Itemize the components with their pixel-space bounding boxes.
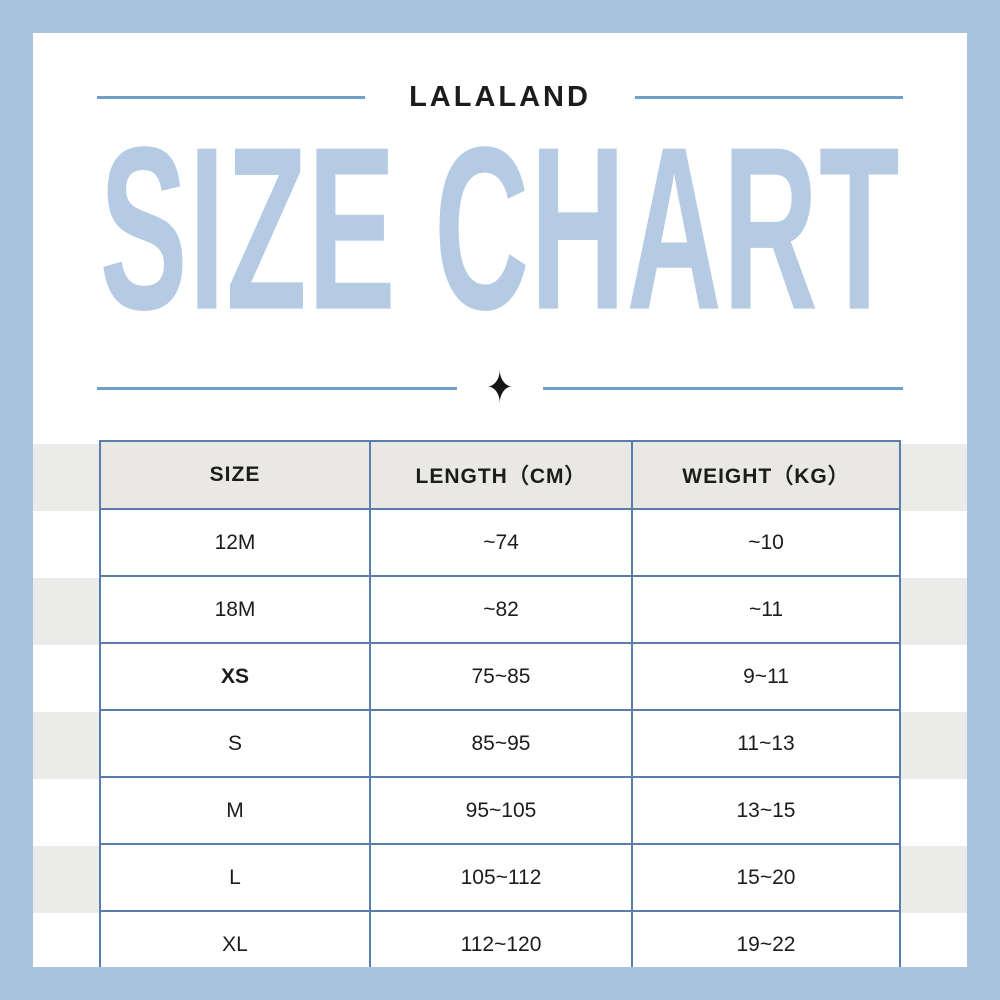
- content-area: LALALAND SIZE CHART ✦ SIZE: [33, 33, 967, 967]
- column-header-size: SIZE: [99, 440, 371, 510]
- cell-size: 12M: [99, 508, 371, 577]
- cell-weight: 19~22: [631, 910, 901, 967]
- table-row: M 95~105 13~15: [99, 776, 901, 845]
- header-row: SIZE LENGTH（CM） WEIGHT（KG）: [99, 440, 901, 510]
- cell-weight: 11~13: [631, 709, 901, 778]
- cell-weight: 15~20: [631, 843, 901, 912]
- cell-size: S: [99, 709, 371, 778]
- cell-length: ~74: [369, 508, 633, 577]
- cell-size: M: [99, 776, 371, 845]
- size-table-body: 12M ~74 ~10 18M ~82 ~11 XS 75~85 9~11 S 85~95 11~13…: [99, 508, 901, 967]
- table-row: 18M ~82 ~11: [99, 575, 901, 644]
- cell-length: 85~95: [369, 709, 633, 778]
- table-row: L 105~112 15~20: [99, 843, 901, 912]
- page-title: SIZE CHART: [99, 97, 901, 359]
- cell-weight: ~10: [631, 508, 901, 577]
- size-chart-table: SIZE LENGTH（CM） WEIGHT（KG） 12M ~74 ~10 18M ~…: [99, 440, 901, 967]
- column-header-length: LENGTH（CM）: [369, 440, 633, 510]
- brand-name: LALALAND: [409, 81, 591, 113]
- table-row: XL 112~120 19~22: [99, 910, 901, 967]
- table-header: SIZE LENGTH（CM） WEIGHT（KG）: [99, 440, 901, 510]
- cell-weight: 13~15: [631, 776, 901, 845]
- column-header-weight: WEIGHT（KG）: [631, 440, 901, 510]
- table-row: S 85~95 11~13: [99, 709, 901, 778]
- cell-size: 18M: [99, 575, 371, 644]
- cell-length: 75~85: [369, 642, 633, 711]
- table-row: XS 75~85 9~11: [99, 642, 901, 711]
- cell-weight: ~11: [631, 575, 901, 644]
- cell-length: 112~120: [369, 910, 633, 967]
- divider-right-rule: [542, 386, 904, 390]
- cell-length: 95~105: [369, 776, 633, 845]
- cell-length: 105~112: [369, 843, 633, 912]
- brand-left-rule: [97, 96, 366, 99]
- cell-size: XL: [99, 910, 371, 967]
- cell-size: L: [99, 843, 371, 912]
- cell-size: XS: [99, 642, 371, 711]
- brand-right-rule: [634, 96, 904, 99]
- sparkle-star-icon: ✦: [486, 363, 514, 413]
- cell-weight: 9~11: [631, 642, 901, 711]
- divider: ✦: [97, 363, 904, 413]
- page-title-wrap: SIZE CHART: [33, 97, 967, 359]
- table-zone: SIZE LENGTH（CM） WEIGHT（KG） 12M ~74 ~10 18M ~…: [33, 440, 967, 967]
- cell-length: ~82: [369, 575, 633, 644]
- brand-row: LALALAND: [97, 33, 904, 114]
- divider-left-rule: [97, 386, 458, 390]
- table-row: 12M ~74 ~10: [99, 508, 901, 577]
